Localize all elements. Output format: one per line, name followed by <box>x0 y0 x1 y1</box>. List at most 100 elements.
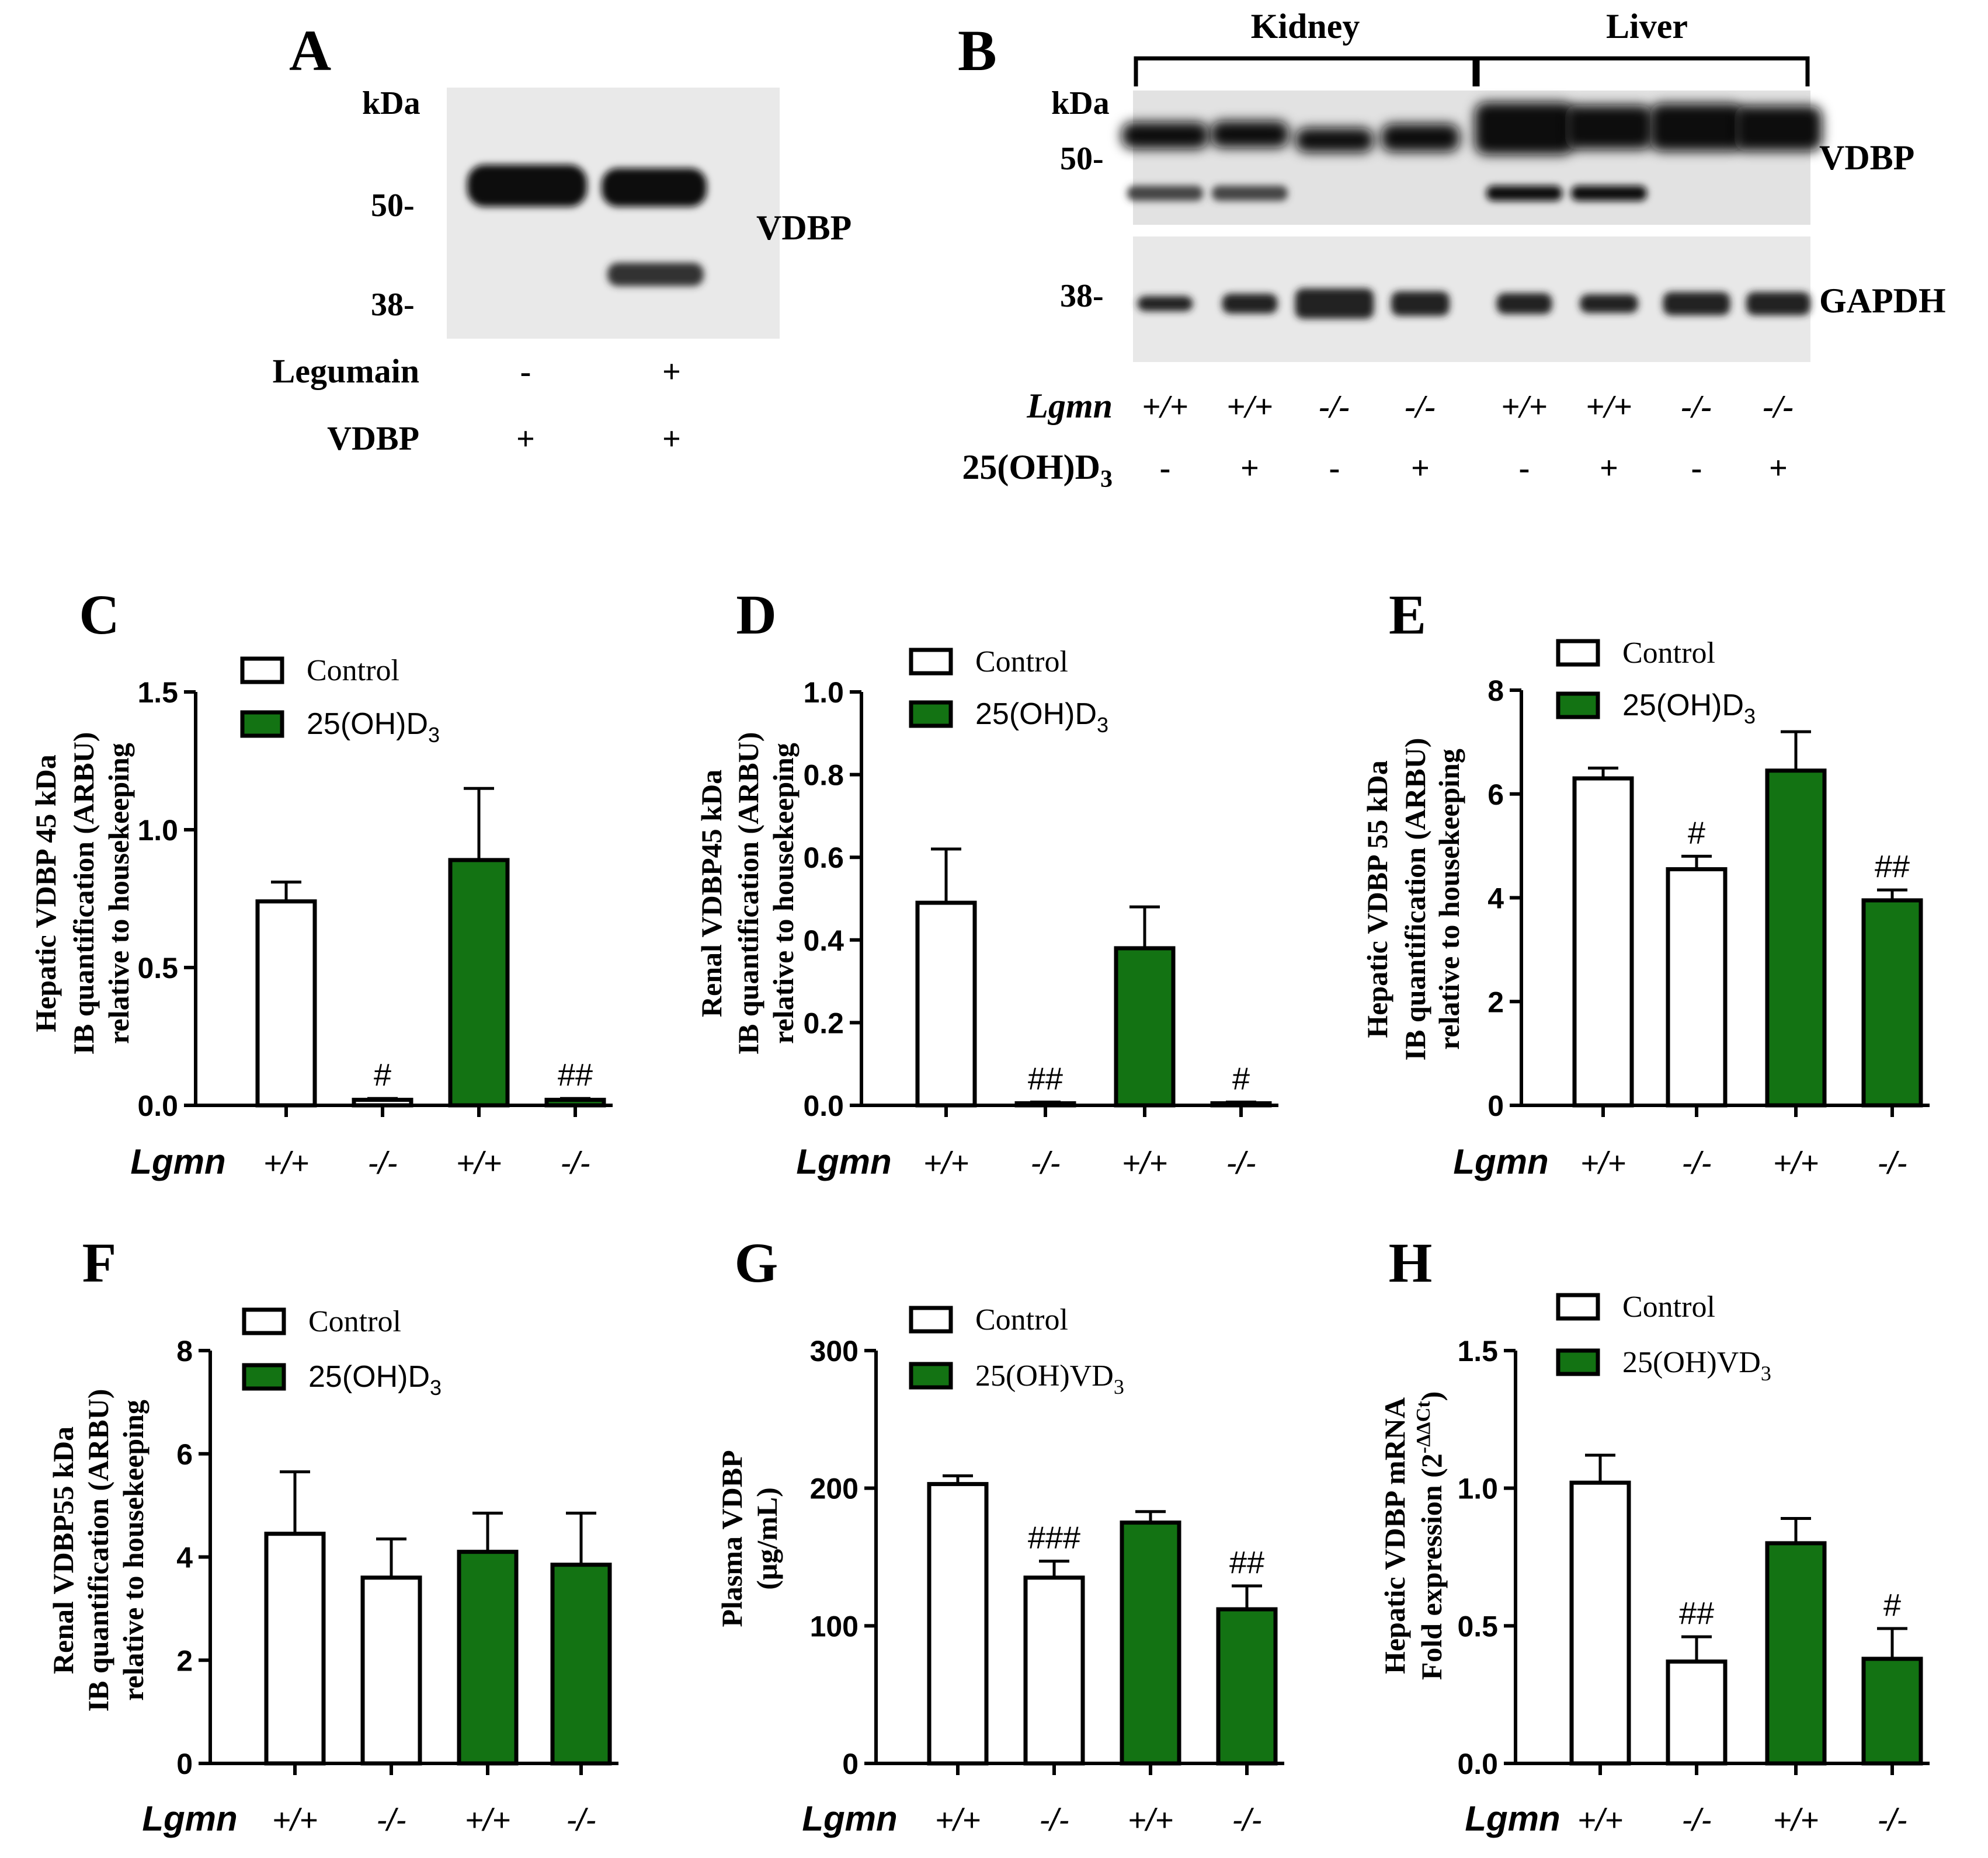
bar <box>1023 1575 1085 1766</box>
y-tick-label: 0.6 <box>803 841 844 874</box>
panel-b-gapdh-band <box>1222 294 1278 314</box>
y-tick-label: 1.0 <box>137 814 178 847</box>
panel-b-gapdh-band <box>1496 293 1552 314</box>
x-category-label: -/- <box>377 1803 406 1838</box>
legend-swatch <box>240 710 284 738</box>
x-axis-label: Lgmn <box>1453 1142 1548 1181</box>
y-tick-label: 100 <box>810 1610 859 1643</box>
panel-a-band-label: VDBP <box>756 208 851 247</box>
y-axis-label: Hepatic VDBP mRNA <box>1378 1397 1411 1674</box>
bar <box>1861 898 1923 1108</box>
legend-swatch <box>1556 1293 1600 1321</box>
panel-a-band-45-lane2 <box>607 263 704 286</box>
panel-b-bracket-liver <box>1475 56 1810 86</box>
x-category-label: -/- <box>1040 1803 1069 1838</box>
bar <box>1120 1521 1181 1766</box>
panel-a-band-55-lane2 <box>602 168 707 207</box>
y-tick-label: 4 <box>1487 882 1504 915</box>
bar <box>1014 1101 1076 1108</box>
panel-b-gapdh-band <box>1746 292 1810 315</box>
panel-a-row-legumain-lane1: - <box>520 354 531 390</box>
y-axis-label: Plasma VDBP <box>715 1450 748 1627</box>
chart-e: E Hepatic VDBP 55 kDa IB quantification (A… <box>1361 583 1930 1181</box>
y-tick-label: 8 <box>1487 674 1504 707</box>
bar <box>1666 1659 1728 1766</box>
panel-b-treatment: - <box>1691 450 1702 486</box>
x-category-label: +/+ <box>923 1146 969 1181</box>
panel-a-row-vdbp-label: VDBP <box>327 419 419 457</box>
bar <box>352 1098 413 1108</box>
x-category-label: -/- <box>1878 1146 1907 1181</box>
panel-b-vdbp55-band <box>1475 102 1574 155</box>
y-axis-label: IB quantification (ARBU) <box>82 1389 114 1712</box>
panel-b-gapdh-band <box>1663 292 1730 315</box>
x-axis-label: Lgmn <box>130 1142 225 1181</box>
panel-b-band-label-vdbp: VDBP <box>1819 138 1914 177</box>
x-category-label: -/- <box>1878 1803 1907 1838</box>
legend-label: Control <box>1622 1290 1715 1324</box>
y-tick-label: 1.5 <box>137 676 178 709</box>
significance-label: ## <box>1229 1545 1264 1580</box>
bar <box>448 858 510 1108</box>
x-category-label: -/- <box>1232 1803 1262 1838</box>
bar <box>1765 768 1827 1108</box>
y-tick-label: 2 <box>1487 986 1504 1018</box>
y-axis-label: IB quantification (ARBU) <box>67 732 100 1055</box>
panel-b-gapdh-band <box>1295 288 1374 319</box>
y-tick-label: 8 <box>176 1335 193 1368</box>
panel-b-genotype: -/- <box>1681 389 1712 425</box>
x-category-label: +/+ <box>1773 1146 1819 1181</box>
bar <box>360 1575 422 1766</box>
x-axis-label: Lgmn <box>796 1142 891 1181</box>
panel-a-row-vdbp-lane1: + <box>516 421 535 457</box>
y-axis-label: relative to housekeeping <box>1433 749 1465 1050</box>
panel-b-treatment-label: 25(OH)D3 <box>962 448 1113 493</box>
panel-b-treatment: - <box>1329 450 1340 486</box>
y-tick-label: 0.5 <box>1457 1610 1498 1643</box>
legend-label: Control <box>1622 636 1715 670</box>
panel-a-row-vdbp-lane2: + <box>662 421 681 457</box>
panel-a-membrane <box>447 88 780 339</box>
panel-a-kda: kDa <box>362 85 420 121</box>
legend-swatch <box>1556 639 1600 667</box>
legend-swatch <box>240 656 284 684</box>
bar <box>1216 1607 1278 1766</box>
panel-b: B Kidney Liver kDa 50- 38- VDBP GAPDH Lg… <box>958 7 1946 493</box>
x-category-label: -/- <box>1682 1146 1712 1181</box>
bar <box>1666 867 1728 1108</box>
panel-b-letter: B <box>958 18 997 83</box>
panel-b-marker-50: 50- <box>1060 141 1104 177</box>
panel-b-genotype: -/- <box>1405 389 1436 425</box>
x-category-label: -/- <box>1031 1146 1061 1181</box>
y-tick-label: 200 <box>810 1473 859 1505</box>
panel-a-letter: A <box>289 18 331 83</box>
significance-label: # <box>1688 815 1705 850</box>
y-axis-label: IB quantification (ARBU) <box>1399 738 1431 1061</box>
panel-b-vdbp55-band <box>1295 128 1374 152</box>
significance-label: ## <box>558 1057 593 1092</box>
x-category-label: +/+ <box>935 1803 981 1838</box>
y-tick-label: 0.0 <box>803 1090 844 1122</box>
panel-letter: E <box>1389 583 1426 646</box>
legend-swatch <box>909 1362 953 1390</box>
panel-b-treatment: + <box>1411 450 1430 486</box>
panel-a-marker-38: 38- <box>371 287 415 323</box>
bar <box>544 1098 606 1108</box>
y-tick-label: 0 <box>1487 1090 1504 1122</box>
chart-c: C Hepatic VDBP 45 kDa IB quantification (A… <box>29 583 613 1181</box>
y-tick-label: 0.4 <box>803 924 844 957</box>
panel-a-marker-50: 50- <box>371 187 415 224</box>
panel-b-genotype: +/+ <box>1142 389 1188 425</box>
legend-label: Control <box>975 1303 1068 1337</box>
significance-label: # <box>374 1057 391 1092</box>
y-axis-label: IB quantification (ARBU) <box>732 732 764 1055</box>
panel-b-vdbp55-band <box>1381 124 1460 152</box>
x-category-label: +/+ <box>1580 1146 1626 1181</box>
bar <box>550 1563 612 1766</box>
bar <box>264 1532 326 1766</box>
legend-label: 25(OH)VD3 <box>1622 1346 1771 1385</box>
panel-b-bracket-kidney <box>1134 56 1477 86</box>
panel-b-group-kidney: Kidney <box>1251 7 1360 46</box>
bar <box>927 1482 989 1766</box>
legend-label: 25(OH)D3 <box>307 707 440 747</box>
